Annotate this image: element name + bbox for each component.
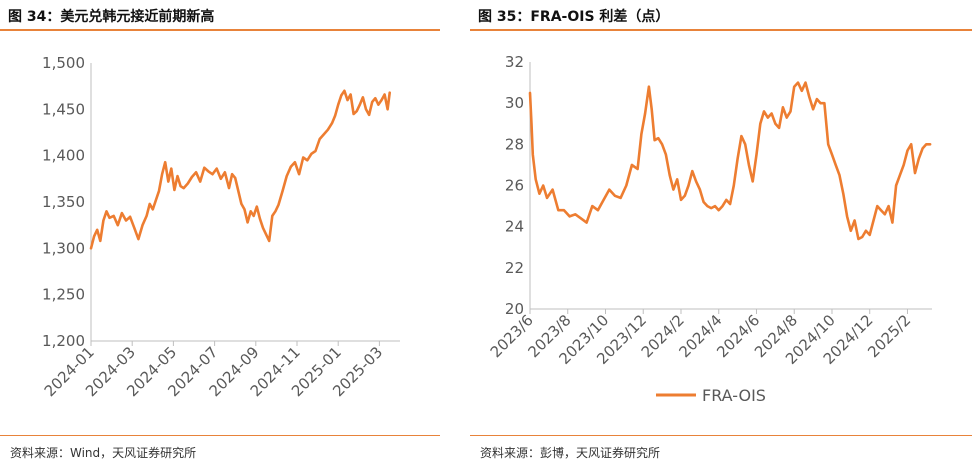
y-tick-label: 20 [505, 300, 524, 318]
y-tick-label: 1,300 [42, 239, 85, 257]
y-tick-label: 22 [505, 259, 524, 277]
y-tick-label: 24 [505, 218, 524, 236]
source-note-right: 资料来源：彭博，天风证券研究所 [480, 446, 661, 460]
chart-fra-ois: 202224262830322023/62023/82023/102023/12… [487, 53, 932, 405]
title-rule-right [470, 29, 972, 31]
source-note-left: 资料来源：Wind，天风证券研究所 [10, 446, 197, 460]
chart-usdkrw: 1,2001,2501,3001,3501,4001,4501,5002024-… [41, 54, 400, 400]
y-tick-label: 28 [505, 135, 524, 153]
chart-title-right: 图 35：FRA-OIS 利差（点） [478, 9, 670, 25]
y-tick-label: 30 [505, 94, 524, 112]
y-tick-label: 1,400 [42, 147, 85, 165]
y-tick-label: 32 [505, 53, 524, 71]
y-tick-label: 26 [505, 177, 524, 195]
source-rule-left [0, 435, 440, 436]
chart-panel-left: 图 34：美元兑韩元接近前期新高 1,200 1,250 1,300 1,350 1,4… [0, 0, 440, 465]
x-tick-label: 2025/2 [864, 311, 914, 361]
y-tick-label: 1,200 [42, 332, 85, 350]
y-tick-label: 1,250 [42, 286, 85, 304]
y-tick-label: 1,350 [42, 193, 85, 211]
series-line [89, 89, 391, 250]
series-line [528, 81, 932, 241]
legend-label: FRA-OIS [702, 386, 766, 405]
chart-title-left: 图 34：美元兑韩元接近前期新高 [8, 9, 215, 25]
title-rule-left [0, 29, 440, 31]
chart-panel-right: 图 35：FRA-OIS 利差（点） 20 22 24 26 28 30 32 2023/6 2… [470, 0, 972, 465]
y-tick-label: 1,450 [42, 100, 85, 118]
y-tick-label: 1,500 [42, 54, 85, 72]
source-rule-right [470, 435, 972, 436]
